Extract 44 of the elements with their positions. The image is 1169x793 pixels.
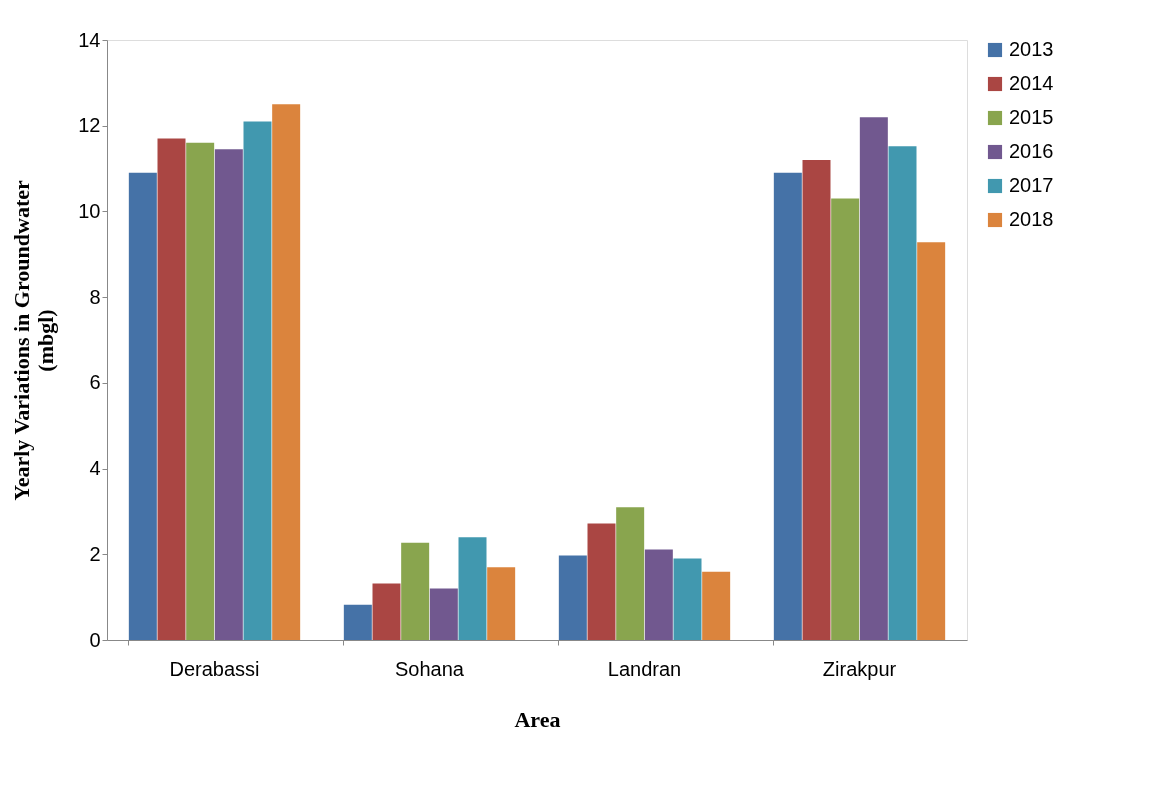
bar	[243, 121, 272, 640]
bar	[616, 507, 645, 640]
bar	[372, 583, 401, 640]
bar	[773, 172, 802, 640]
bar	[214, 149, 243, 640]
y-tick-label: 6	[89, 371, 101, 394]
y-tick-label: 0	[89, 628, 101, 651]
bar	[702, 571, 731, 640]
bar	[673, 558, 702, 640]
bar	[401, 542, 430, 640]
bar	[343, 604, 372, 640]
bar	[186, 142, 215, 640]
y-tick-label: 8	[89, 285, 101, 308]
bar	[917, 242, 946, 640]
bar	[888, 146, 917, 640]
x-axis-title: Area	[514, 706, 561, 732]
legend-label: 2014	[1009, 72, 1054, 94]
bar	[802, 160, 831, 640]
bar	[157, 138, 186, 640]
x-tick-label: Derabassi	[169, 657, 260, 680]
bar	[272, 104, 301, 640]
legend-label: 2016	[1009, 140, 1054, 162]
x-tick-label: Sohana	[395, 657, 465, 680]
y-tick-label: 12	[78, 114, 101, 137]
bar	[128, 172, 157, 640]
legend-label: 2017	[1009, 174, 1054, 196]
y-tick-label: 4	[89, 457, 101, 480]
y-tick-label: 14	[78, 28, 101, 51]
bar	[831, 198, 860, 640]
bar	[487, 567, 516, 640]
bar	[458, 537, 487, 640]
legend-label: 2015	[1009, 106, 1054, 128]
legend-label: 2018	[1009, 208, 1054, 230]
bar	[558, 555, 587, 640]
bar	[587, 523, 616, 640]
y-axis-title: Yearly Variations in Groundwater (mbgl)	[9, 180, 59, 501]
bar	[859, 117, 888, 640]
y-tick-label: 2	[89, 542, 101, 565]
x-tick-label: Zirakpur	[822, 657, 897, 680]
legend-label: 2013	[1009, 38, 1054, 60]
bar	[644, 549, 673, 640]
y-tick-label: 10	[78, 199, 101, 222]
bar	[429, 588, 458, 640]
x-tick-label: Landran	[607, 657, 682, 680]
